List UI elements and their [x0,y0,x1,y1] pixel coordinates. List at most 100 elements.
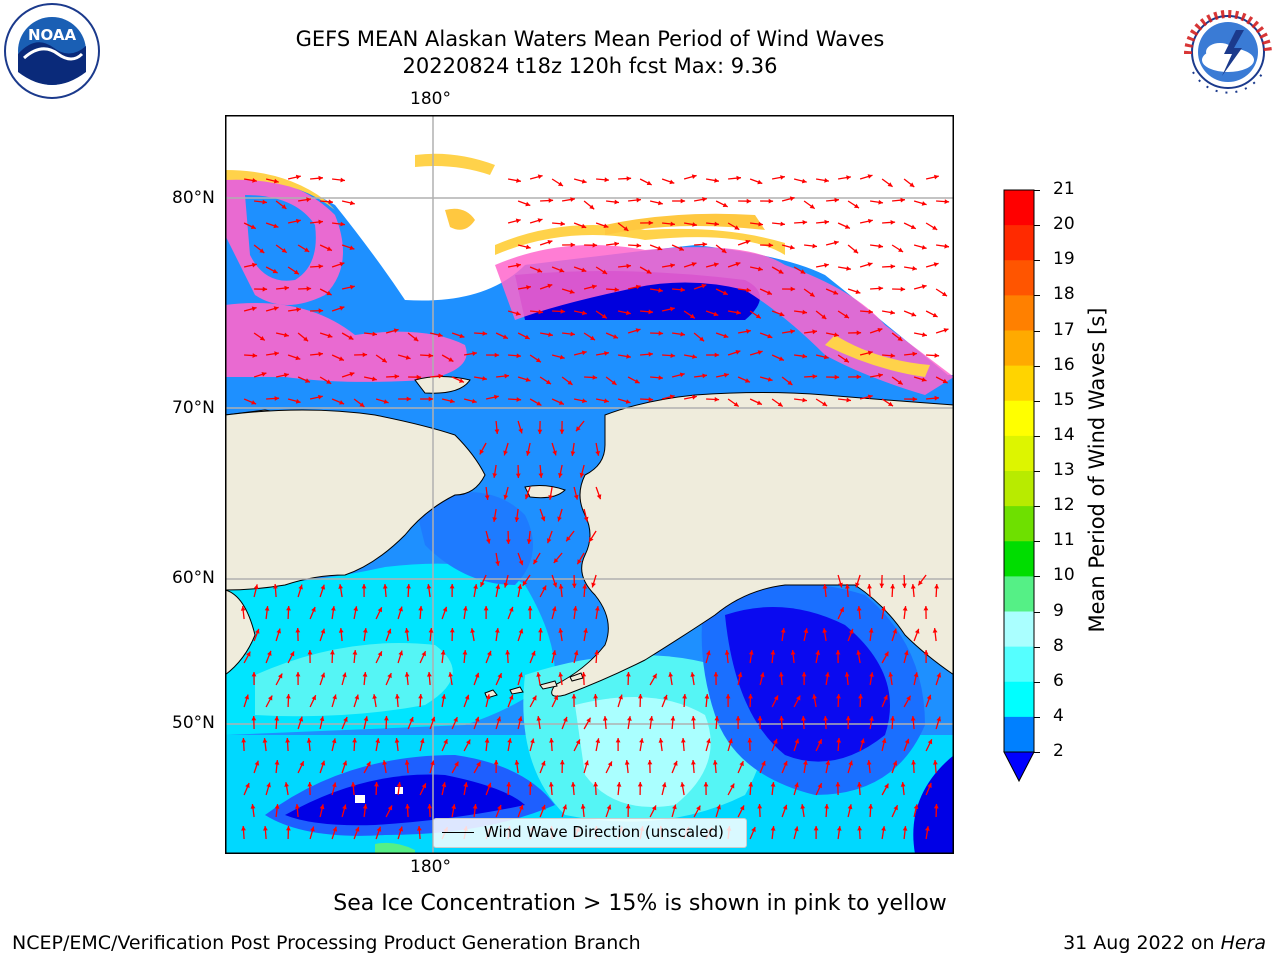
wind-wave-arrowhead [548,495,553,500]
wind-wave-arrowhead [486,538,491,544]
wind-wave-arrowhead [926,694,932,700]
wind-wave-arrowhead [326,246,332,251]
wind-wave-arrowhead [286,606,291,611]
wind-wave-arrowhead [843,357,849,363]
wind-wave-arrowhead [362,628,368,633]
lat-label-70n: 70°N [172,398,215,418]
wind-wave-arrowhead [251,716,257,721]
wind-wave-arrowhead [327,333,333,338]
wind-wave-arrowhead [923,606,929,611]
wind-wave-arrowhead [595,606,600,611]
colorbar-segment [1004,260,1034,296]
wind-wave-arrowhead [421,651,426,657]
wind-wave-arrowhead [658,375,663,381]
colorbar-tick-label: 11 [1053,530,1075,551]
wind-wave-arrowhead [326,290,332,296]
wind-wave-arrowhead [486,782,492,788]
wind-wave-arrowhead [438,373,443,379]
wind-wave-arrowhead [900,782,906,787]
wind-wave-arrowhead [892,760,898,766]
wind-wave-arrowhead [398,606,403,612]
wind-wave-arrowhead [560,221,565,227]
wind-wave-arrowhead [706,650,711,656]
wind-wave-arrowhead [586,717,591,723]
wind-wave-arrowhead [778,269,784,274]
wind-wave-arrowhead [254,760,260,766]
wind-wave-arrowhead [812,694,817,699]
wind-wave-arrowhead [602,716,608,721]
colorbar-segment [1004,400,1034,437]
wind-wave-arrowhead [878,243,883,249]
wind-wave-arrowhead [739,761,744,767]
wind-wave-arrowhead [927,783,932,788]
wind-wave-arrowhead [518,428,523,434]
wind-wave-arrowhead [638,694,643,699]
wind-wave-arrowhead [794,738,800,744]
wind-wave-arrowhead [756,400,762,405]
wind-wave-arrowhead [557,516,562,522]
wind-wave-arrowhead [274,716,280,721]
footer-left: NCEP/EMC/Verification Post Processing Pr… [12,932,641,954]
wind-wave-arrowhead [331,738,337,744]
wind-wave-arrowhead [533,559,538,565]
wind-wave-arrowhead [250,804,256,809]
wind-wave-arrowhead [844,672,850,677]
wind-wave-arrowhead [531,650,536,656]
wind-wave-arrowhead [669,179,675,185]
wind-wave-arrowhead [812,374,818,379]
wind-wave-arrowhead [326,379,332,384]
wind-wave-arrowhead [921,284,927,289]
wind-wave-arrowhead [250,224,256,229]
wind-wave-arrowhead [910,584,916,589]
wind-wave-arrowhead [441,694,446,699]
wind-wave-arrowhead [812,243,817,249]
wind-wave-arrowhead [252,353,258,358]
wind-wave-arrowhead [494,429,500,434]
wind-wave-arrowhead [768,242,774,248]
wind-wave-arrowhead [691,174,697,179]
wind-wave-arrowhead [303,336,309,342]
wind-wave-arrowhead [482,376,487,381]
wind-wave-arrowhead [418,694,423,699]
wind-wave-arrowhead [824,219,829,225]
colorbar-segment [1004,225,1034,261]
colorbar-tick [1034,646,1040,648]
wind-wave-arrowhead [918,580,923,586]
wind-wave-arrowhead [462,650,468,655]
wind-wave-arrowhead [888,401,893,407]
wind-wave-arrowhead [546,379,551,385]
wind-wave-arrowhead [541,760,546,766]
wind-wave-arrowhead [482,331,488,336]
wind-wave-arrowhead [691,262,697,267]
wind-wave-arrowhead [570,197,575,202]
wind-wave-arrowhead [261,372,267,377]
map-panel [225,115,954,854]
wind-wave-arrowhead [932,312,938,318]
wind-wave-arrowhead [801,672,807,677]
wind-wave-arrowhead [372,331,377,337]
wind-wave-arrowhead [703,782,709,787]
wind-wave-arrowhead [680,287,685,293]
wind-wave-arrowhead [537,174,543,179]
wind-wave-arrowhead [934,584,939,589]
wind-wave-arrowhead [701,283,707,289]
colorbar-segment [1004,295,1034,331]
wind-wave-arrowhead [897,336,903,341]
wind-wave-arrowhead [845,584,850,589]
wind-wave-arrowhead [892,628,897,634]
wind-wave-arrowhead [509,606,514,612]
wind-wave-arrowhead [944,243,949,249]
colorbar-tick [1034,190,1040,191]
wind-wave-arrowhead [944,199,950,204]
wind-wave-arrowhead [614,287,620,292]
wind-wave-arrowhead [382,760,387,765]
wind-wave-arrowhead [844,224,850,229]
wind-wave-arrowhead [382,584,388,589]
wind-wave-arrowhead [562,804,567,810]
wind-wave-arrowhead [359,402,365,407]
wind-wave-arrowhead [295,355,301,361]
wind-wave-arrowhead [721,248,727,253]
wind-wave-arrowhead [453,717,458,722]
wind-wave-arrowhead [616,782,622,787]
wind-wave-arrowhead [890,310,895,315]
